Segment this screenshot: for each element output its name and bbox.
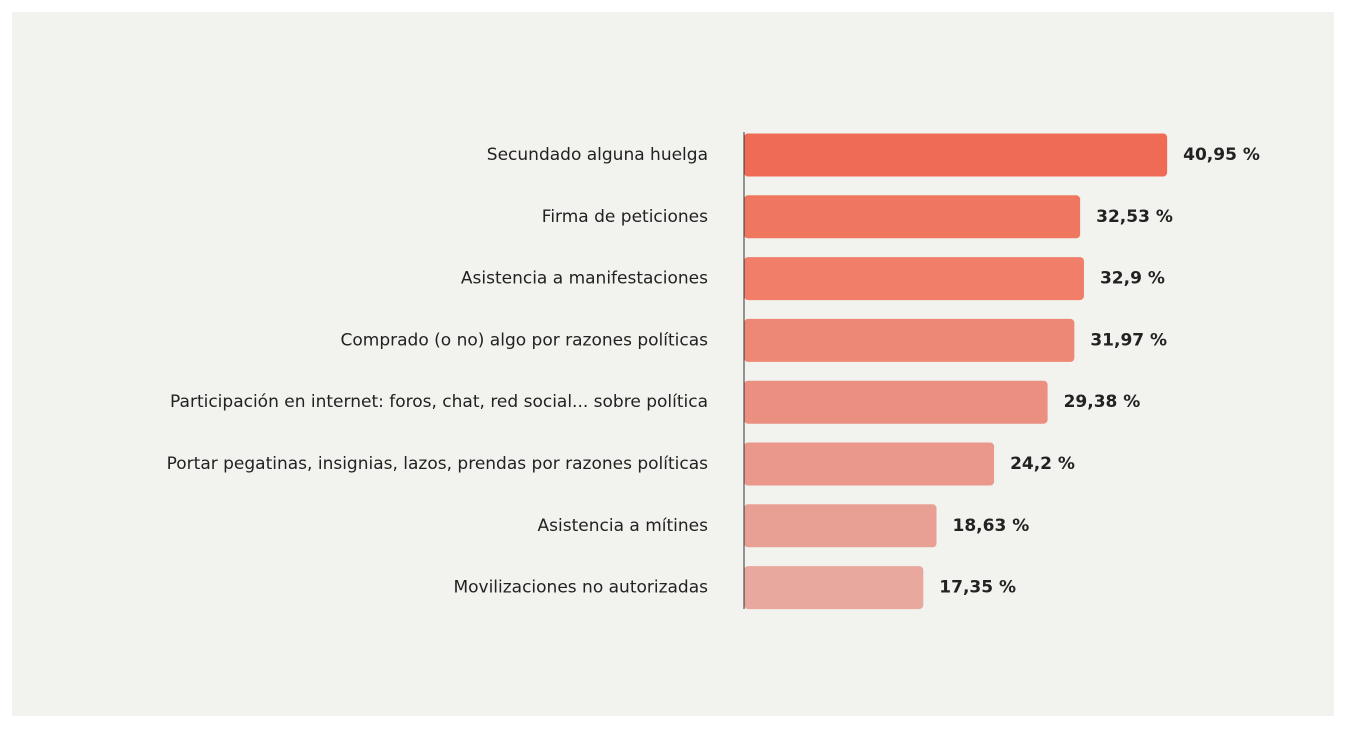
category-label: Participación en internet: foros, chat, … (170, 392, 708, 412)
bar (744, 133, 1168, 177)
value-label: 40,95 % (1183, 145, 1260, 165)
value-label: 32,9 % (1100, 269, 1165, 289)
value-label: 17,35 % (939, 578, 1016, 598)
bar (744, 380, 1048, 424)
value-label: 29,38 % (1064, 392, 1141, 412)
category-label: Portar pegatinas, insignias, lazos, pren… (167, 454, 709, 474)
bar (744, 504, 937, 548)
value-label: 31,97 % (1090, 330, 1167, 350)
value-label: 18,63 % (953, 516, 1030, 536)
bar (744, 257, 1084, 301)
value-label: 32,53 % (1096, 207, 1173, 227)
bar (744, 566, 924, 610)
category-label: Firma de peticiones (542, 207, 708, 227)
category-label: Comprado (o no) algo por razones polític… (341, 330, 709, 350)
bar (744, 195, 1081, 239)
bar (744, 442, 995, 486)
panel (12, 12, 1334, 716)
bar (744, 318, 1075, 362)
category-label: Secundado alguna huelga (487, 145, 708, 165)
category-label: Asistencia a manifestaciones (461, 269, 708, 289)
value-label: 24,2 % (1010, 454, 1075, 474)
category-label: Movilizaciones no autorizadas (453, 578, 708, 598)
category-label: Asistencia a mítines (538, 516, 709, 536)
